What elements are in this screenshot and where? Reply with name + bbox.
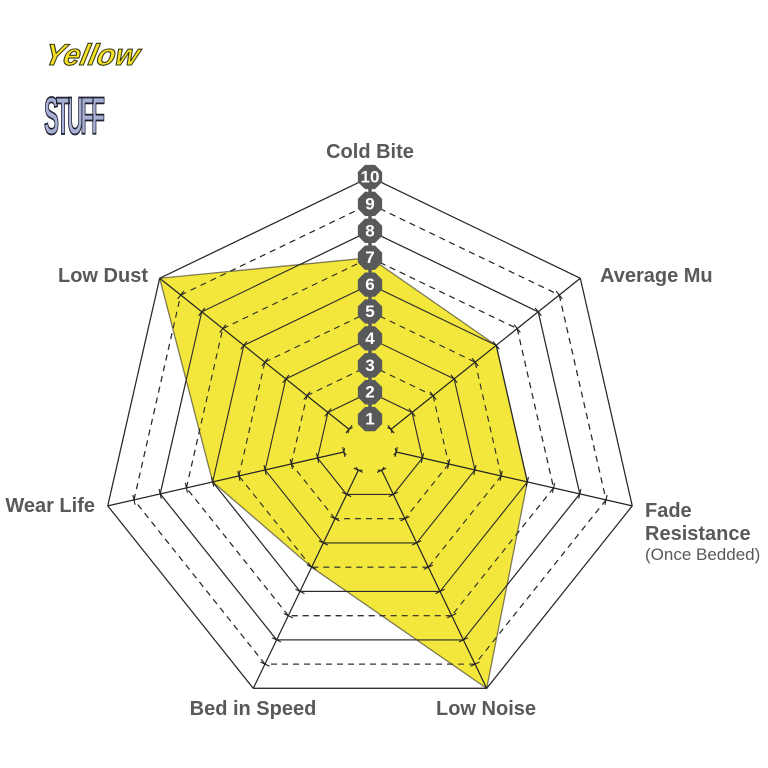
svg-text:(Once Bedded): (Once Bedded) bbox=[645, 545, 760, 564]
svg-text:Fade: Fade bbox=[645, 500, 692, 522]
svg-text:5: 5 bbox=[365, 302, 374, 321]
svg-text:6: 6 bbox=[365, 275, 374, 294]
svg-text:Wear Life: Wear Life bbox=[5, 495, 95, 517]
svg-text:Cold Bite: Cold Bite bbox=[326, 141, 414, 163]
svg-text:8: 8 bbox=[365, 221, 374, 240]
svg-text:Average Mu: Average Mu bbox=[600, 265, 713, 287]
svg-text:Yellow: Yellow bbox=[42, 39, 145, 72]
svg-text:Bed in Speed: Bed in Speed bbox=[190, 698, 317, 720]
svg-text:7: 7 bbox=[365, 248, 374, 267]
svg-text:3: 3 bbox=[365, 356, 374, 375]
svg-text:10: 10 bbox=[361, 168, 380, 187]
svg-text:Resistance: Resistance bbox=[645, 523, 751, 545]
svg-text:Low Dust: Low Dust bbox=[58, 265, 148, 287]
svg-text:4: 4 bbox=[365, 329, 375, 348]
svg-text:Low Noise: Low Noise bbox=[436, 698, 536, 720]
svg-text:9: 9 bbox=[365, 194, 374, 213]
svg-text:STUFF: STUFF bbox=[44, 86, 105, 140]
svg-text:1: 1 bbox=[365, 410, 374, 429]
svg-text:2: 2 bbox=[365, 383, 374, 402]
